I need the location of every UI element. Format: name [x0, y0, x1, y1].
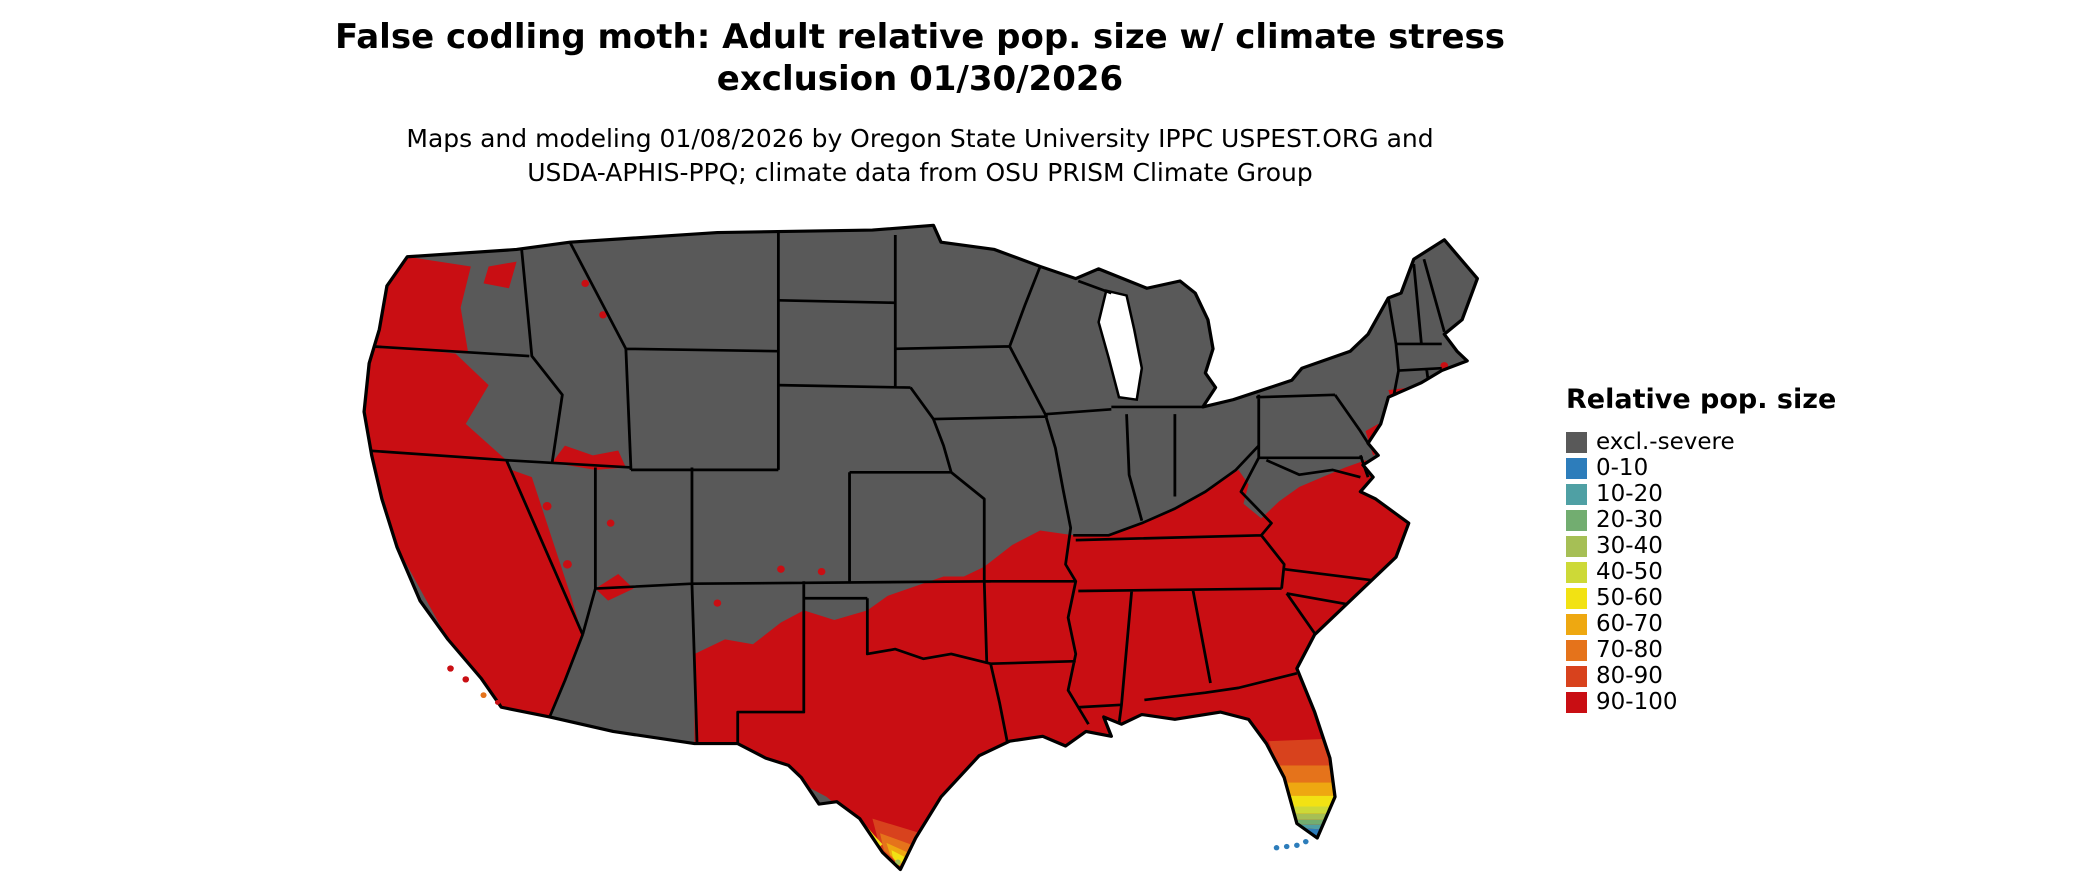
- us-map-container: [298, 218, 1518, 878]
- florida-band-30-40: [1293, 813, 1333, 820]
- region-90-100-speck: [562, 560, 572, 569]
- legend-swatch-70-80: [1566, 639, 1587, 661]
- florida-band-70-80: [1276, 765, 1335, 783]
- legend-swatch-0-10: [1566, 457, 1587, 479]
- region-90-100-speck: [713, 599, 722, 607]
- legend-label: excl.-severe: [1596, 429, 1735, 455]
- legend-swatch-90-100: [1566, 691, 1587, 713]
- legend-row: 10-20: [1566, 481, 1846, 507]
- legend-swatch-20-30: [1566, 509, 1587, 531]
- region-90-100-northeast-washington-patch: [483, 261, 517, 289]
- legend-label: 30-40: [1596, 533, 1663, 559]
- subtitle: Maps and modeling 01/08/2026 by Oregon S…: [0, 122, 1840, 190]
- legend-row: 40-50: [1566, 559, 1846, 585]
- lake-michigan: [1097, 289, 1144, 402]
- florida-keys-speck: [1294, 842, 1300, 848]
- legend-label: 70-80: [1596, 637, 1663, 663]
- channel-island-speck: [480, 692, 487, 699]
- florida-keys-speck: [1302, 839, 1309, 845]
- legend-label: 90-100: [1596, 689, 1678, 715]
- legend-title: Relative pop. size: [1566, 384, 1837, 415]
- legend-swatch-80-90: [1566, 665, 1587, 687]
- legend-row: 80-90: [1566, 663, 1846, 689]
- legend-label: 10-20: [1596, 481, 1663, 507]
- legend-row: 50-60: [1566, 585, 1846, 611]
- page-title-line2: exclusion 01/30/2026: [716, 59, 1124, 99]
- legend-swatch-60-70: [1566, 613, 1587, 635]
- legend-label: 50-60: [1596, 585, 1663, 611]
- florida-band-40-50: [1289, 806, 1335, 814]
- legend-label: 60-70: [1596, 611, 1663, 637]
- header: False codling moth: Adult relative pop. …: [0, 16, 1840, 190]
- region-90-100-speck: [581, 279, 590, 288]
- region-90-100-speck: [817, 567, 826, 576]
- legend-row: 20-30: [1566, 507, 1846, 533]
- region-90-100-speck: [599, 311, 607, 319]
- florida-band-50-60: [1285, 795, 1337, 807]
- state-borders-central: [778, 234, 1112, 742]
- florida-keys-speck: [1283, 843, 1290, 850]
- legend-label: 20-30: [1596, 507, 1663, 533]
- region-90-100-west-washington: [371, 256, 471, 354]
- florida-band-60-70: [1281, 782, 1337, 796]
- us-map: [362, 223, 1479, 872]
- page-title-line1: False codling moth: Adult relative pop. …: [335, 17, 1505, 57]
- legend-row: 70-80: [1566, 637, 1846, 663]
- legend-swatch-40-50: [1566, 561, 1587, 583]
- legend-label: 80-90: [1596, 663, 1663, 689]
- legend: Relative pop. size excl.-severe 0-10 10-…: [1566, 384, 1846, 715]
- legend-row: 0-10: [1566, 455, 1846, 481]
- legend-label: 0-10: [1596, 455, 1649, 481]
- region-90-100-south: [694, 460, 1417, 870]
- region-90-100-speck: [542, 501, 552, 511]
- subtitle-line1: Maps and modeling 01/08/2026 by Oregon S…: [406, 124, 1434, 153]
- legend-swatch-excl-severe: [1566, 431, 1587, 453]
- legend-swatch-30-40: [1566, 535, 1587, 557]
- region-90-100-speck: [606, 519, 615, 527]
- channel-island-speck: [494, 699, 501, 705]
- legend-swatch-10-20: [1566, 483, 1587, 505]
- region-90-100-pacific: [364, 343, 583, 717]
- legend-row: 60-70: [1566, 611, 1846, 637]
- florida-keys-speck: [1273, 845, 1280, 851]
- subtitle-line2: USDA-APHIS-PPQ; climate data from OSU PR…: [527, 158, 1313, 187]
- channel-island-speck: [462, 676, 470, 683]
- legend-label: 40-50: [1596, 559, 1663, 585]
- florida-band-80-90: [1268, 738, 1333, 766]
- legend-swatch-50-60: [1566, 587, 1587, 609]
- florida-band-20-30: [1296, 819, 1330, 825]
- state-borders-west: [366, 232, 991, 744]
- channel-island-speck: [447, 665, 454, 672]
- legend-row: excl.-severe: [1566, 429, 1846, 455]
- region-90-100-speck: [777, 565, 785, 573]
- legend-row: 90-100: [1566, 689, 1846, 715]
- legend-row: 30-40: [1566, 533, 1846, 559]
- texas-tip-band-50-60: [891, 850, 906, 866]
